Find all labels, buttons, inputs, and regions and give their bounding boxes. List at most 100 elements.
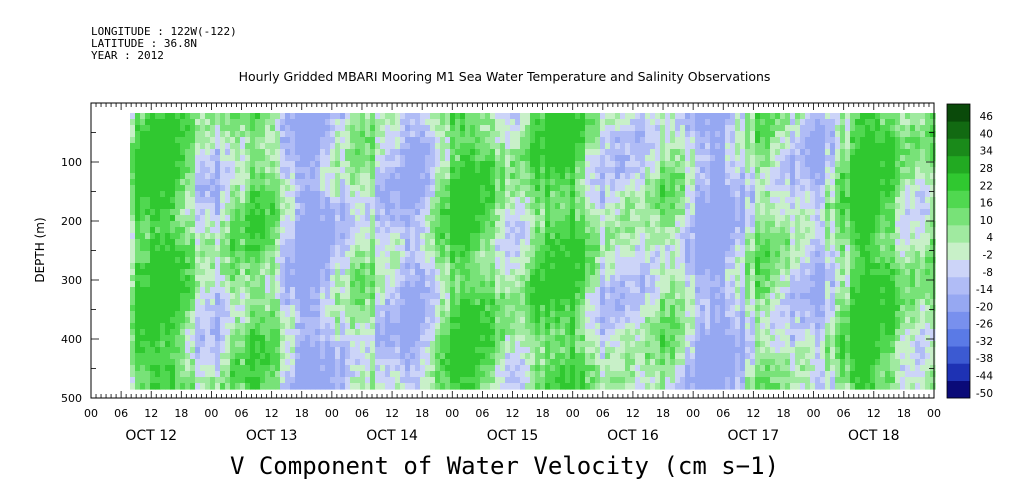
heatmap-cell	[550, 203, 556, 210]
heatmap-cell	[500, 341, 506, 348]
heatmap-cell	[300, 131, 306, 138]
heatmap-cell	[195, 233, 201, 240]
heatmap-cell	[370, 161, 376, 168]
heatmap-cell	[290, 197, 296, 204]
heatmap-cell	[440, 287, 446, 294]
heatmap-cell	[355, 269, 361, 276]
heatmap-cell	[275, 161, 281, 168]
heatmap-cell	[510, 245, 516, 252]
heatmap-cell	[180, 263, 186, 270]
heatmap-cell	[550, 257, 556, 264]
heatmap-cell	[160, 137, 166, 144]
heatmap-cell	[215, 215, 221, 222]
heatmap-cell	[600, 209, 606, 216]
heatmap-cell	[265, 239, 271, 246]
heatmap-cell	[650, 335, 656, 342]
heatmap-cell	[350, 245, 356, 252]
heatmap-cell	[240, 275, 246, 282]
heatmap-cell	[420, 179, 426, 186]
heatmap-cell	[655, 281, 661, 288]
heatmap-cell	[485, 371, 491, 378]
heatmap-cell	[325, 371, 331, 378]
heatmap-cell	[210, 113, 216, 120]
heatmap-cell	[130, 311, 136, 318]
heatmap-cell	[605, 269, 611, 276]
heatmap-cell	[595, 335, 601, 342]
heatmap-cell	[140, 257, 146, 264]
heatmap-cell	[230, 155, 236, 162]
heatmap-cell	[330, 239, 336, 246]
heatmap-cell	[560, 305, 566, 312]
heatmap-cell	[430, 113, 436, 120]
heatmap-cell	[325, 359, 331, 366]
heatmap-cell	[385, 383, 391, 390]
heatmap-cell	[360, 149, 366, 156]
heatmap-cell	[505, 143, 511, 150]
heatmap-cell	[245, 119, 251, 126]
heatmap-cell	[480, 197, 486, 204]
heatmap-cell	[435, 227, 441, 234]
heatmap-cell	[200, 335, 206, 342]
heatmap-cell	[575, 239, 581, 246]
heatmap-cell	[335, 167, 341, 174]
heatmap-cell	[515, 191, 521, 198]
heatmap-cell	[170, 155, 176, 162]
heatmap-cell	[570, 293, 576, 300]
heatmap-cell	[185, 365, 191, 372]
heatmap-cell	[225, 251, 231, 258]
heatmap-cell	[425, 191, 431, 198]
heatmap-cell	[305, 365, 311, 372]
heatmap-cell	[150, 347, 156, 354]
heatmap-cell	[365, 251, 371, 258]
heatmap-cell	[630, 323, 636, 330]
heatmap-cell	[410, 317, 416, 324]
heatmap-cell	[235, 383, 241, 390]
heatmap-cell	[515, 203, 521, 210]
heatmap-cell	[560, 323, 566, 330]
heatmap-cell	[385, 215, 391, 222]
heatmap-cell	[625, 311, 631, 318]
heatmap-cell	[510, 221, 516, 228]
heatmap-cell	[370, 113, 376, 120]
heatmap-cell	[605, 119, 611, 126]
heatmap-cell	[335, 137, 341, 144]
heatmap-cell	[515, 119, 521, 126]
heatmap-cell	[380, 359, 386, 366]
heatmap-cell	[185, 341, 191, 348]
heatmap-cell	[665, 149, 671, 156]
heatmap-cell	[325, 353, 331, 360]
heatmap-cell	[620, 155, 626, 162]
heatmap-cell	[510, 239, 516, 246]
heatmap-cell	[365, 203, 371, 210]
heatmap-cell	[295, 329, 301, 336]
heatmap-cell	[340, 191, 346, 198]
heatmap-cell	[450, 335, 456, 342]
heatmap-cell	[145, 221, 151, 228]
heatmap-cell	[650, 305, 656, 312]
heatmap-cell	[665, 185, 671, 192]
heatmap-cell	[145, 269, 151, 276]
heatmap-cell	[635, 317, 641, 324]
heatmap-cell	[170, 257, 176, 264]
heatmap-cell	[280, 347, 286, 354]
heatmap-cell	[505, 323, 511, 330]
heatmap-cell	[170, 353, 176, 360]
heatmap-cell	[130, 323, 136, 330]
heatmap-cell	[665, 209, 671, 216]
heatmap-cell	[165, 239, 171, 246]
heatmap-cell	[615, 305, 621, 312]
heatmap-cell	[410, 275, 416, 282]
heatmap-cell	[255, 299, 261, 306]
heatmap-cell	[165, 251, 171, 258]
heatmap-cell	[170, 191, 176, 198]
heatmap-cell	[435, 215, 441, 222]
heatmap-cell	[575, 305, 581, 312]
heatmap-cell	[410, 365, 416, 372]
heatmap-cell	[165, 137, 171, 144]
heatmap-cell	[555, 275, 561, 282]
heatmap-cell	[585, 149, 591, 156]
heatmap-cell	[555, 203, 561, 210]
heatmap-cell	[215, 317, 221, 324]
heatmap-cell	[560, 329, 566, 336]
heatmap-cell	[250, 383, 256, 390]
